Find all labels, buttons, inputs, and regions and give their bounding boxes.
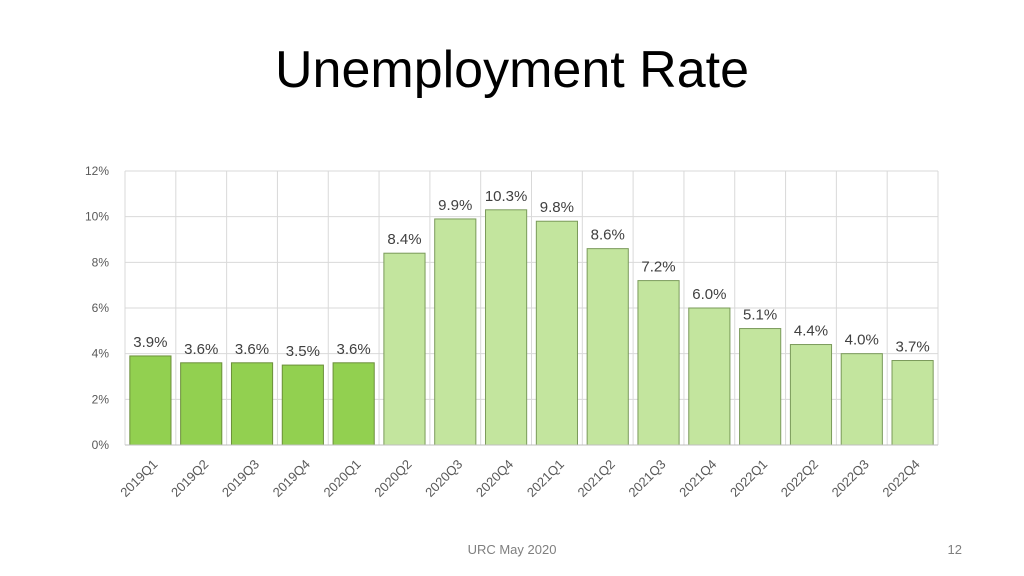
bar-2022Q2 — [789, 344, 833, 446]
y-tick-label: 6% — [92, 301, 110, 315]
bar-2020Q3 — [434, 218, 477, 446]
data-label-2022Q2: 4.4% — [794, 323, 828, 340]
y-tick-label: 2% — [92, 392, 110, 406]
grid-layer — [124, 170, 939, 446]
x-tick-label: 2021Q3 — [625, 457, 668, 500]
x-tick-label: 2020Q4 — [473, 457, 516, 500]
x-tick-label: 2021Q4 — [676, 457, 719, 500]
data-label-2019Q1: 3.9% — [133, 334, 167, 351]
data-label-2022Q3: 4.0% — [845, 332, 879, 349]
page-number: 12 — [947, 542, 962, 557]
x-tick-label: 2020Q1 — [320, 457, 363, 500]
data-label-2021Q2: 8.6% — [591, 227, 625, 244]
data-label-2021Q3: 7.2% — [641, 259, 675, 276]
data-label-2021Q4: 6.0% — [692, 286, 726, 303]
x-tick-label: 2020Q3 — [422, 457, 465, 500]
bar-2019Q2 — [180, 362, 223, 446]
bar-2019Q4 — [281, 364, 324, 446]
data-label-2019Q3: 3.6% — [235, 341, 269, 358]
x-tick-label: 2019Q2 — [168, 457, 211, 500]
bar-2022Q3 — [840, 353, 883, 446]
bar-2021Q2 — [586, 248, 629, 446]
bar-2020Q4 — [485, 209, 528, 446]
x-tick-label: 2021Q1 — [524, 457, 567, 500]
y-tick-label: 10% — [85, 210, 109, 224]
data-label-2020Q3: 9.9% — [438, 197, 472, 214]
bar-2019Q1 — [129, 355, 172, 446]
bar-2021Q3 — [637, 280, 680, 446]
footer-text: URC May 2020 — [467, 542, 557, 557]
data-label-2020Q4: 10.3% — [485, 188, 528, 205]
bar-2022Q4 — [891, 360, 934, 446]
y-tick-label: 12% — [85, 164, 109, 178]
bar-2019Q3 — [230, 362, 274, 446]
data-label-2021Q1: 9.8% — [540, 199, 574, 216]
data-label-2022Q4: 3.7% — [895, 339, 929, 356]
slide-title: Unemployment Rate — [275, 41, 749, 99]
x-tick-label: 2019Q4 — [270, 457, 313, 500]
bar-2022Q1 — [739, 328, 782, 446]
y-tick-label: 8% — [92, 255, 110, 269]
bar-2021Q4 — [688, 307, 731, 446]
x-tick-label: 2022Q4 — [879, 457, 922, 500]
data-label-2022Q1: 5.1% — [743, 307, 777, 324]
y-tick-label: 4% — [92, 347, 110, 361]
y-tick-label: 0% — [92, 438, 110, 452]
data-label-2020Q1: 3.6% — [337, 341, 371, 358]
x-tick-label: 2022Q2 — [778, 457, 821, 500]
bar-2020Q2 — [383, 252, 426, 446]
data-label-2020Q2: 8.4% — [387, 231, 421, 248]
bar-2021Q1 — [535, 220, 578, 446]
x-tick-label: 2022Q3 — [829, 457, 872, 500]
x-tick-label: 2021Q2 — [575, 457, 618, 500]
x-tick-label: 2019Q3 — [219, 457, 262, 500]
x-tick-label: 2022Q1 — [727, 457, 770, 500]
data-labels-layer: 3.9% 3.6% 3.6% 3.5% 3.6% 8.4% 9.9% 10.3% 9.8% 8.6… — [133, 188, 929, 360]
x-tick-label: 2020Q2 — [371, 457, 414, 500]
x-tick-label: 2019Q1 — [117, 457, 160, 500]
bar-2020Q1 — [332, 362, 375, 446]
data-label-2019Q4: 3.5% — [286, 343, 320, 360]
bars-layer — [129, 209, 934, 446]
data-label-2019Q2: 3.6% — [184, 341, 218, 358]
